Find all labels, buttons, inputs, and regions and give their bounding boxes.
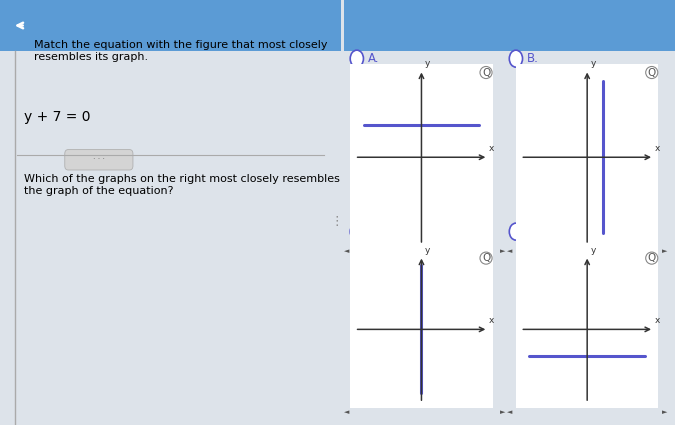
Text: ►: ► <box>500 248 506 254</box>
Text: y + 7 = 0: y + 7 = 0 <box>24 110 90 125</box>
Text: y: y <box>591 246 596 255</box>
Circle shape <box>350 50 363 67</box>
Text: B.: B. <box>527 52 539 65</box>
Circle shape <box>509 223 522 240</box>
Text: x: x <box>655 144 660 153</box>
Text: x: x <box>489 317 495 326</box>
FancyBboxPatch shape <box>65 150 133 170</box>
Text: A.: A. <box>368 52 379 65</box>
Text: C.: C. <box>368 225 380 238</box>
Text: · · ·: · · · <box>93 155 105 164</box>
Bar <box>344 0 675 51</box>
Circle shape <box>509 50 522 67</box>
Text: ►: ► <box>500 409 506 415</box>
Text: Q: Q <box>482 68 490 77</box>
Text: ◄: ◄ <box>344 409 350 415</box>
Text: Q: Q <box>647 253 656 263</box>
Bar <box>0 0 341 51</box>
Text: Match the equation with the figure that most closely
resembles its graph.: Match the equation with the figure that … <box>34 40 327 62</box>
Text: y: y <box>591 60 596 68</box>
Text: ►: ► <box>662 248 668 254</box>
Text: ◄: ◄ <box>344 248 350 254</box>
Text: ◄: ◄ <box>507 248 512 254</box>
Text: x: x <box>489 144 495 153</box>
Text: x: x <box>655 317 660 326</box>
Text: y: y <box>425 246 431 255</box>
Text: ►: ► <box>662 409 668 415</box>
Text: ◄: ◄ <box>507 409 512 415</box>
Text: y: y <box>425 60 431 68</box>
Text: ⋮: ⋮ <box>331 215 343 227</box>
Text: Q: Q <box>482 253 490 263</box>
Text: Q: Q <box>647 68 656 77</box>
Text: D.: D. <box>527 225 540 238</box>
Text: Which of the graphs on the right most closely resembles
the graph of the equatio: Which of the graphs on the right most cl… <box>24 174 340 196</box>
Circle shape <box>350 223 363 240</box>
